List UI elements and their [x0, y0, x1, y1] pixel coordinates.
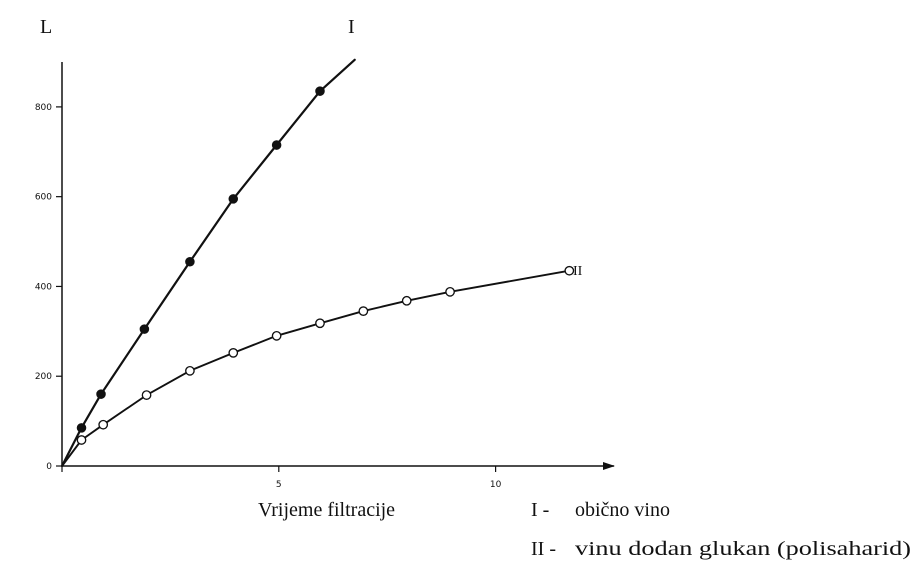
series-i-top-label: I	[348, 16, 355, 38]
series-ii-point	[315, 318, 325, 329]
y-tick-label: 800	[35, 103, 52, 113]
y-tick-label: 400	[35, 282, 52, 292]
x-axis-label: Vrijeme filtracije	[258, 499, 395, 521]
series-ii-point	[401, 295, 412, 306]
y-tick-label: 0	[46, 462, 52, 472]
y-axis-ticks: 0 200 400 600 800	[35, 103, 62, 472]
series-ii-point	[185, 365, 195, 376]
series-ii-point	[76, 435, 87, 445]
series-i-point	[139, 324, 150, 334]
y-tick-label: 600	[35, 193, 52, 203]
series-ii-point	[564, 265, 575, 276]
series-i-point	[185, 256, 195, 267]
series-ii-point	[141, 390, 152, 400]
series-i-point	[96, 389, 106, 399]
y-tick-label: 200	[35, 372, 52, 382]
x-tick-label: 5	[276, 480, 282, 490]
y-axis-label: L	[40, 16, 52, 38]
series-ii-point	[445, 286, 455, 297]
series-i-line	[60, 58, 356, 468]
series-ii-point	[358, 306, 369, 317]
legend-text-ii: vinu dodan glukan (polisaharid)	[575, 538, 911, 560]
series-ii-line	[61, 269, 571, 467]
series-i-point	[271, 140, 282, 150]
series-ii-point	[271, 330, 282, 341]
series-i-point	[76, 423, 87, 433]
legend-text-i: obično vino	[575, 499, 670, 521]
legend-key-i: I -	[531, 499, 549, 521]
series-i-point	[315, 86, 325, 96]
series-lines	[60, 58, 571, 468]
series-ii-point	[228, 348, 239, 358]
series-ii-point	[98, 419, 109, 430]
x-axis-ticks: 5 10	[61, 466, 502, 490]
series-i-point	[228, 194, 239, 204]
legend-key-ii: II -	[531, 538, 556, 560]
series-ii-right-label: II	[573, 264, 583, 279]
series-markers	[76, 86, 575, 445]
legend: I - obično vino II - vinu dodan glukan (…	[531, 499, 911, 560]
x-tick-label: 10	[490, 480, 502, 490]
